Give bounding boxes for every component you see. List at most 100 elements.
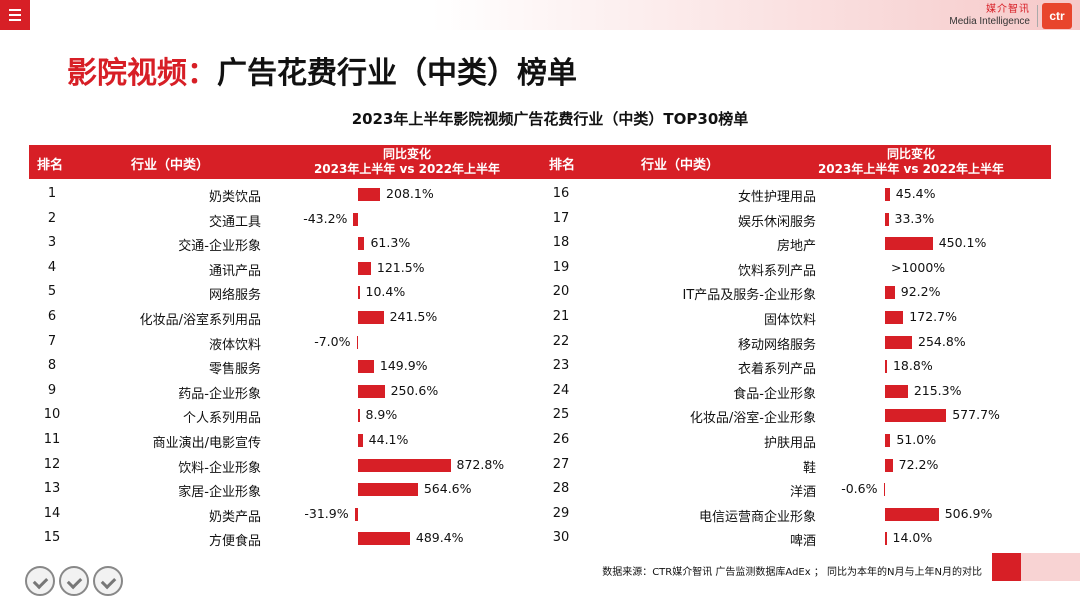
- industry-cell: 饮料系列产品: [737, 263, 816, 279]
- rank-cell: 27: [552, 456, 570, 472]
- table-row: 16 女性护理用品 45.4%: [546, 182, 1046, 207]
- yoy-bar: [354, 507, 358, 521]
- header-industry: 行业（中类）: [641, 158, 720, 173]
- table-title: 2023年上半年影院视频广告花费行业（中类）TOP30榜单: [351, 110, 749, 128]
- header-yoy-title: 同比变化: [382, 147, 431, 161]
- yoy-value-label: -43.2%: [303, 210, 348, 226]
- yoy-bar: [885, 237, 933, 251]
- rank-cell: 3: [47, 235, 57, 251]
- yoy-bar: [358, 360, 374, 374]
- table-row: 15 方便食品 489.4%: [37, 526, 537, 551]
- rank-cell: 10: [43, 407, 61, 423]
- menu-icon: [9, 9, 21, 11]
- rank-cell: 9: [47, 382, 57, 398]
- yoy-value-label: -0.6%: [841, 481, 878, 497]
- page-title: 影院视频：广告花费行业（中类）榜单: [67, 48, 577, 92]
- yoy-value-label: 121.5%: [376, 259, 425, 275]
- table-row: 1 奶类饮品 208.1%: [37, 182, 537, 207]
- table-row: 28 洋酒 -0.6%: [546, 477, 1046, 502]
- industry-cell: 网络服务: [208, 288, 261, 304]
- table-row: 21 固体饮料 172.7%: [546, 305, 1046, 330]
- industry-cell: 通讯产品: [208, 263, 261, 279]
- table-row: 11 商业演出/电影宣传 44.1%: [37, 428, 537, 453]
- yoy-value-label: >1000%: [891, 259, 946, 275]
- header-yoy: 同比变化 2023年上半年 vs 2022年上半年: [307, 147, 507, 177]
- table-row: 24 食品-企业形象 215.3%: [546, 379, 1046, 404]
- industry-cell: 衣着系列产品: [737, 362, 816, 378]
- industry-cell: 商业演出/电影宣传: [152, 436, 261, 451]
- yoy-bar: [885, 384, 908, 398]
- table-row: 8 零售服务 149.9%: [37, 354, 537, 379]
- table-row: 4 通讯产品 121.5%: [37, 256, 537, 281]
- industry-cell: 化妆品/浴室系列用品: [139, 313, 261, 328]
- industry-cell: 化妆品/浴室-企业形象: [689, 411, 816, 427]
- industry-cell: 食品-企业形象: [733, 386, 816, 402]
- table-row: 3 交通-企业形象 61.3%: [37, 231, 537, 256]
- rank-cell: 17: [552, 210, 570, 226]
- yoy-value-label: -7.0%: [314, 333, 351, 349]
- table-row: 22 移动网络服务 254.8%: [546, 330, 1046, 355]
- yoy-value-label: 45.4%: [895, 186, 936, 201]
- yoy-bar: [885, 507, 939, 521]
- yoy-bar: [885, 532, 887, 546]
- industry-cell: 奶类饮品: [208, 190, 261, 205]
- yoy-bar: [885, 434, 891, 447]
- rank-cell: 1: [47, 186, 57, 201]
- table-row: 5 网络服务 10.4%: [37, 280, 537, 305]
- yoy-bar: [353, 212, 358, 226]
- yoy-bar: [885, 286, 895, 300]
- table-header-right: 排名 行业（中类） 同比变化 2023年上半年 vs 2022年上半年: [541, 145, 1051, 179]
- yoy-bar: [358, 286, 360, 300]
- yoy-bar: [885, 409, 947, 423]
- brand-text: 媒介智讯 Media Intelligence: [949, 4, 1030, 28]
- yoy-bar: [885, 212, 889, 226]
- yoy-value-label: 250.6%: [390, 382, 439, 398]
- header-yoy: 同比变化 2023年上半年 vs 2022年上半年: [811, 147, 1011, 177]
- yoy-bar: [358, 261, 371, 275]
- yoy-value-label: 254.8%: [918, 333, 966, 349]
- table-row: 14 奶类产品 -31.9%: [37, 502, 537, 527]
- header-yoy-period: 2023年上半年 vs 2022年上半年: [817, 162, 1005, 176]
- table-row: 7 液体饮料 -7.0%: [37, 330, 537, 355]
- data-source-note: 数据来源：CTR媒介智讯 广告监测数据库AdEx ； 同比为本年的N月与上年N月…: [602, 567, 982, 578]
- yoy-value-label: 172.7%: [909, 309, 957, 324]
- yoy-value-label: 577.7%: [952, 407, 1000, 423]
- menu-button[interactable]: [0, 0, 30, 30]
- rank-cell: 14: [43, 505, 61, 521]
- rank-cell: 23: [552, 358, 570, 374]
- rank-cell: 20: [552, 284, 570, 300]
- industry-cell: 鞋: [802, 460, 816, 476]
- rank-cell: 7: [47, 333, 57, 349]
- industry-cell: 交通工具: [208, 214, 261, 230]
- yoy-value-label: 208.1%: [386, 186, 434, 201]
- industry-cell: 饮料-企业形象: [178, 460, 261, 476]
- industry-cell: 女性护理用品: [737, 190, 816, 205]
- table-header-left: 排名 行业（中类） 同比变化 2023年上半年 vs 2022年上半年: [29, 145, 541, 179]
- rank-cell: 22: [552, 333, 570, 349]
- yoy-value-label: 44.1%: [368, 432, 409, 447]
- table-row: 19 饮料系列产品 >1000%: [546, 256, 1046, 281]
- sgs-seal-icon: [93, 566, 123, 596]
- industry-cell: 移动网络服务: [737, 337, 816, 353]
- industry-cell: 液体饮料: [208, 337, 261, 353]
- industry-cell: 护肤用品: [763, 436, 816, 451]
- rank-cell: 12: [43, 456, 61, 472]
- yoy-value-label: -31.9%: [304, 505, 349, 521]
- page-title-main: 广告花费行业（中类）榜单: [217, 56, 577, 91]
- rank-cell: 18: [552, 235, 570, 251]
- yoy-bar: [358, 188, 381, 201]
- yoy-bar: [885, 311, 904, 324]
- top-bar: 媒介智讯 Media Intelligence ctr: [0, 0, 1080, 30]
- rank-cell: 4: [47, 259, 57, 275]
- brand-name-cn: 媒介智讯: [986, 4, 1030, 15]
- table-row: 9 药品-企业形象 250.6%: [37, 379, 537, 404]
- rank-cell: 19: [552, 259, 570, 275]
- yoy-bar: [883, 483, 885, 497]
- rank-cell: 24: [552, 382, 570, 398]
- yoy-value-label: 10.4%: [365, 284, 406, 300]
- yoy-value-label: 61.3%: [370, 235, 411, 251]
- industry-cell: IT产品及服务-企业形象: [682, 288, 816, 304]
- rank-cell: 28: [552, 481, 570, 497]
- table-row: 26 护肤用品 51.0%: [546, 428, 1046, 453]
- yoy-value-label: 8.9%: [365, 407, 398, 423]
